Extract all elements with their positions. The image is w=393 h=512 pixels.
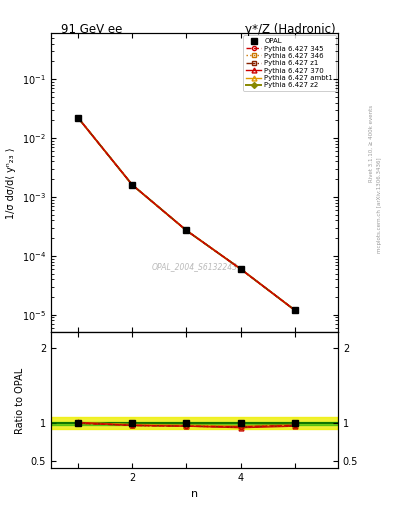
Pythia 6.427 z1 <box>184 227 189 233</box>
Pythia 6.427 346 <box>130 182 135 188</box>
Line: Pythia 6.427 z2: Pythia 6.427 z2 <box>76 116 297 312</box>
Pythia 6.427 z1 <box>292 307 297 313</box>
Text: γ*/Z (Hadronic): γ*/Z (Hadronic) <box>245 23 336 35</box>
Pythia 6.427 z2 <box>292 307 297 313</box>
Text: OPAL_2004_S6132243: OPAL_2004_S6132243 <box>152 262 237 271</box>
Bar <box>51 417 338 429</box>
Pythia 6.427 z2 <box>130 182 135 188</box>
Bar <box>51 422 338 424</box>
Pythia 6.427 370 <box>130 182 135 188</box>
Pythia 6.427 z2 <box>184 227 189 233</box>
Pythia 6.427 370 <box>292 307 297 313</box>
OPAL <box>292 307 297 313</box>
Pythia 6.427 346 <box>184 227 189 233</box>
Pythia 6.427 345 <box>292 307 297 313</box>
Pythia 6.427 345 <box>238 266 243 272</box>
Line: Pythia 6.427 370: Pythia 6.427 370 <box>76 115 297 312</box>
Pythia 6.427 370 <box>76 115 81 121</box>
Pythia 6.427 ambt1 <box>238 266 243 272</box>
Text: 91 GeV ee: 91 GeV ee <box>61 23 122 35</box>
Legend: OPAL, Pythia 6.427 345, Pythia 6.427 346, Pythia 6.427 z1, Pythia 6.427 370, Pyt: OPAL, Pythia 6.427 345, Pythia 6.427 346… <box>243 35 336 91</box>
Pythia 6.427 345 <box>76 115 81 121</box>
Pythia 6.427 z1 <box>130 182 135 188</box>
X-axis label: n: n <box>191 489 198 499</box>
OPAL <box>130 182 135 188</box>
Pythia 6.427 z2 <box>238 266 243 272</box>
Y-axis label: Ratio to OPAL: Ratio to OPAL <box>15 367 25 434</box>
Pythia 6.427 346 <box>292 307 297 313</box>
Line: Pythia 6.427 z1: Pythia 6.427 z1 <box>76 116 297 312</box>
Line: Pythia 6.427 346: Pythia 6.427 346 <box>76 116 297 312</box>
OPAL <box>184 227 189 233</box>
Pythia 6.427 z2 <box>76 115 81 121</box>
Line: Pythia 6.427 345: Pythia 6.427 345 <box>76 116 297 312</box>
Line: Pythia 6.427 ambt1: Pythia 6.427 ambt1 <box>76 115 297 312</box>
Y-axis label: 1/σ dσ/d⟨ yⁿ₂₃ ⟩: 1/σ dσ/d⟨ yⁿ₂₃ ⟩ <box>6 147 17 219</box>
Pythia 6.427 z1 <box>76 115 81 121</box>
Text: Rivet 3.1.10, ≥ 400k events: Rivet 3.1.10, ≥ 400k events <box>369 105 374 182</box>
Pythia 6.427 370 <box>238 266 243 272</box>
Pythia 6.427 z1 <box>238 266 243 272</box>
Pythia 6.427 ambt1 <box>130 182 135 188</box>
Pythia 6.427 ambt1 <box>184 227 189 233</box>
Pythia 6.427 346 <box>238 266 243 272</box>
Pythia 6.427 370 <box>184 227 189 233</box>
Text: mcplots.cern.ch [arXiv:1306.3436]: mcplots.cern.ch [arXiv:1306.3436] <box>377 157 382 252</box>
OPAL <box>238 266 243 272</box>
Pythia 6.427 345 <box>184 227 189 233</box>
OPAL <box>76 115 81 121</box>
Line: OPAL: OPAL <box>75 114 298 313</box>
Pythia 6.427 346 <box>76 115 81 121</box>
Pythia 6.427 ambt1 <box>292 307 297 313</box>
Pythia 6.427 ambt1 <box>76 115 81 121</box>
Pythia 6.427 345 <box>130 182 135 188</box>
